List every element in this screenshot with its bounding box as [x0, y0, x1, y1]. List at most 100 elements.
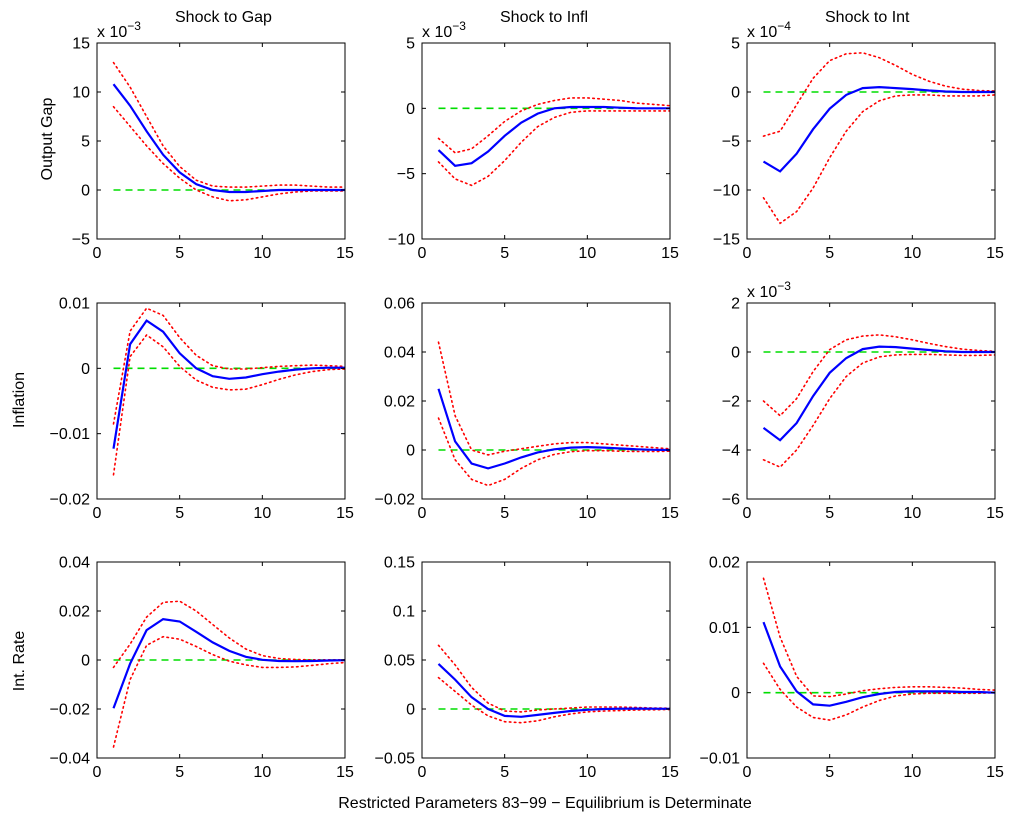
- y-tick-label: 0: [731, 685, 740, 702]
- y-tick-label: 0.15: [384, 555, 415, 572]
- response-line: [112, 617, 345, 709]
- series-group: [762, 334, 995, 469]
- y-tick-label: 0.02: [384, 394, 415, 411]
- plot-frame: [96, 302, 346, 500]
- panel-r2c0: 0 5 10 15 −0.04 −0.02 0 0.02 0.04: [50, 555, 354, 782]
- response-line: [437, 663, 670, 718]
- upper-band-line: [437, 341, 670, 456]
- x-tick-label: 5: [825, 245, 834, 262]
- x-tick-label: 10: [578, 505, 596, 522]
- y-tick-label: −2: [722, 394, 740, 411]
- x-tick-label: 0: [93, 505, 102, 522]
- lower-band-line: [437, 417, 670, 487]
- y-tick-label: 2: [731, 296, 740, 313]
- panel-r1c0: 0 5 10 15 −0.02 −0.01 0 0.01: [50, 296, 354, 523]
- multiplier-exponent: −3: [777, 279, 791, 293]
- x-tick-label: 15: [986, 245, 1004, 262]
- upper-band-line: [112, 307, 345, 425]
- y-tick-label: 0: [81, 183, 90, 200]
- y-tick-label: −0.02: [375, 492, 416, 509]
- y-tick-label: −5: [722, 134, 740, 151]
- response-line: [112, 83, 345, 194]
- y-tick-label: −0.02: [50, 492, 91, 509]
- x-tick-label: 15: [336, 245, 354, 262]
- panel-r0c1: 0 5 10 15 −10 −5 0 5 x 10−3 Shock to Infl: [388, 9, 679, 262]
- y-tick-label: 0.02: [59, 604, 90, 621]
- response-line: [762, 85, 995, 173]
- x-tick-label: 0: [93, 764, 102, 781]
- y-tick-label: −0.05: [375, 751, 416, 768]
- x-tick-label: 5: [825, 764, 834, 781]
- upper-band-line: [762, 577, 995, 698]
- row-label-output-gap: Output Gap: [39, 98, 56, 181]
- series-group: [112, 307, 345, 476]
- x-tick-label: 10: [253, 505, 271, 522]
- y-tick-label: 0: [406, 702, 415, 719]
- plot-frame: [421, 42, 671, 240]
- row-label-inflation: Inflation: [11, 372, 28, 428]
- upper-band-line: [112, 600, 345, 669]
- y-tick-label: 0.06: [384, 296, 415, 313]
- y-tick-label: 0.1: [393, 604, 415, 621]
- response-line: [437, 388, 670, 470]
- axis-multiplier: x 10−3: [97, 19, 141, 41]
- upper-band-line: [437, 644, 670, 713]
- y-tick-label: −0.01: [50, 426, 91, 443]
- x-tick-label: 10: [903, 505, 921, 522]
- lower-band-line: [437, 110, 670, 187]
- x-tick-label: 10: [253, 245, 271, 262]
- y-tick-label: −0.02: [50, 702, 91, 719]
- multiplier-exponent: −3: [452, 19, 466, 33]
- multiplier-exponent: −4: [777, 19, 791, 33]
- response-line: [112, 319, 345, 449]
- figure-caption: Restricted Parameters 83−99 − Equilibriu…: [338, 795, 752, 812]
- y-tick-label: −5: [397, 166, 415, 183]
- y-tick-label: −4: [722, 443, 740, 460]
- x-tick-label: 0: [418, 245, 427, 262]
- x-tick-label: 5: [175, 245, 184, 262]
- x-tick-label: 0: [93, 245, 102, 262]
- series-group: [437, 341, 670, 487]
- y-tick-label: −5: [72, 232, 90, 249]
- series-group: [437, 97, 670, 187]
- x-tick-label: 5: [500, 764, 509, 781]
- y-tick-label: −6: [722, 492, 740, 509]
- x-tick-label: 10: [903, 764, 921, 781]
- y-tick-label: 5: [406, 36, 415, 53]
- y-tick-label: 0: [406, 443, 415, 460]
- x-tick-label: 0: [743, 764, 752, 781]
- y-tick-label: −0.04: [50, 751, 91, 768]
- y-tick-label: −10: [388, 232, 415, 249]
- axis-multiplier: x 10−3: [747, 279, 791, 301]
- x-tick-label: 5: [500, 245, 509, 262]
- x-tick-label: 0: [743, 505, 752, 522]
- response-line: [437, 105, 670, 167]
- panel-title: Shock to Infl: [500, 9, 588, 26]
- x-tick-label: 10: [578, 764, 596, 781]
- y-tick-label: 0.04: [384, 345, 415, 362]
- multiplier-base: x 10: [97, 24, 127, 41]
- x-tick-label: 15: [986, 505, 1004, 522]
- y-tick-label: 15: [72, 36, 90, 53]
- y-tick-label: 5: [81, 134, 90, 151]
- multiplier-base: x 10: [422, 24, 452, 41]
- y-tick-label: −10: [713, 183, 740, 200]
- y-tick-label: −0.01: [700, 751, 741, 768]
- y-tick-label: 0: [731, 345, 740, 362]
- x-tick-label: 5: [175, 505, 184, 522]
- y-tick-label: 0.01: [709, 620, 740, 637]
- y-tick-label: 0: [406, 101, 415, 118]
- series-group: [112, 61, 345, 202]
- multiplier-exponent: −3: [127, 19, 141, 33]
- y-tick-label: 0: [731, 85, 740, 102]
- x-tick-label: 0: [743, 245, 752, 262]
- y-tick-label: 0: [81, 653, 90, 670]
- x-tick-label: 5: [500, 505, 509, 522]
- series-group: [112, 600, 345, 748]
- x-tick-label: 15: [336, 764, 354, 781]
